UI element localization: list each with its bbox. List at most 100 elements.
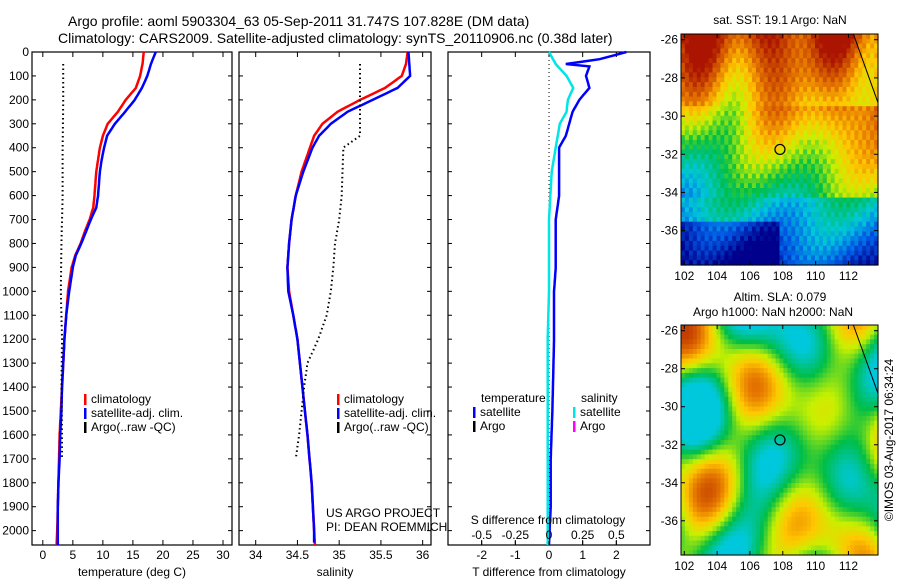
sst-map-cell <box>724 154 729 160</box>
sst-map-cell <box>818 159 824 165</box>
sla-map-cell <box>755 425 761 431</box>
sla-map-cell <box>728 396 733 403</box>
sst-map-cell <box>771 130 777 136</box>
sla-map-cell <box>740 406 745 412</box>
sla-map-cell <box>783 325 788 331</box>
sst-map-cell <box>736 231 741 237</box>
sst-map-cell <box>744 163 749 170</box>
sst-map-cell <box>755 67 761 74</box>
sst-map-cell <box>771 163 777 170</box>
sst-map-cell <box>826 231 832 237</box>
sla-map-cell <box>684 483 690 489</box>
sla-map-cell <box>736 377 741 384</box>
sst-map-cell <box>862 260 867 266</box>
sst-map-cell <box>696 173 702 179</box>
sla-map-cell <box>708 420 714 427</box>
sst-map-cell <box>826 149 832 155</box>
sst-map-cell <box>838 255 844 261</box>
sst-map-cell <box>858 192 863 199</box>
sla-map-cell <box>724 416 729 422</box>
sst-map-cell <box>783 159 788 165</box>
sst-map-cell <box>850 91 855 98</box>
sla-map-cell <box>795 521 800 527</box>
sla-map-cell <box>842 353 847 360</box>
sla-map-cell <box>767 468 773 475</box>
sla-map-cell <box>728 473 733 479</box>
sst-map-cell <box>866 62 871 69</box>
sst-map-cell <box>834 86 840 93</box>
sst-map-cell <box>704 240 710 247</box>
sst-map-cell <box>846 226 851 232</box>
sla-map-cell <box>751 526 757 532</box>
sla-map-cell <box>696 377 702 384</box>
sst-map-cell <box>775 82 781 88</box>
temperature-profile-ytick-label: 1200 <box>2 332 29 346</box>
sst-map-cell <box>787 221 792 228</box>
sla-map-cell <box>803 329 808 336</box>
sla-map-cell <box>744 339 749 345</box>
sst-map-cell <box>818 130 824 136</box>
sla-map-cell <box>799 339 804 345</box>
sla-map-cell <box>842 344 847 350</box>
sla-map-cell <box>716 511 721 518</box>
sst-map-cell <box>846 72 851 78</box>
sst-map-cell <box>771 125 777 131</box>
sst-map-cell <box>842 260 847 266</box>
sst-map-cell <box>728 72 733 78</box>
sst-map-cell <box>696 115 702 122</box>
sst-map-cell <box>724 106 729 112</box>
sst-map-cell <box>818 197 824 203</box>
sla-map-cell <box>826 492 832 499</box>
sst-map-cell <box>854 77 859 83</box>
sst-map-cell <box>779 192 784 199</box>
sla-map-cell <box>787 497 792 503</box>
sla-map-cell <box>744 425 749 431</box>
sla-map-cell <box>818 521 824 527</box>
sst-map-cell <box>838 183 844 189</box>
sst-map-cell <box>716 111 721 117</box>
sst-map-cell <box>744 207 749 213</box>
sst-map-cell <box>818 216 824 223</box>
sst-map-cell <box>775 43 781 49</box>
sla-map-cell <box>704 387 710 393</box>
sst-map-cell <box>779 96 784 102</box>
sst-map-cell <box>870 58 875 64</box>
sla-map-cell <box>822 430 828 436</box>
sla-map-cell <box>870 344 875 350</box>
sla-map-cell <box>791 344 796 350</box>
sla-map-cell <box>838 329 844 336</box>
sst-map-cell <box>799 149 804 155</box>
sla-map-cell <box>815 392 820 398</box>
sst-map-cell <box>704 173 710 179</box>
sla-map-cell <box>736 392 741 398</box>
sst-map-cell <box>874 221 879 228</box>
sst-map-cell <box>858 221 863 228</box>
sla-map-cell <box>684 377 690 384</box>
sst-map-cell <box>775 159 781 165</box>
sst-map-cell <box>799 144 804 151</box>
sla-map-cell <box>716 468 721 475</box>
sst-map-cell <box>799 250 804 256</box>
sst-map-cell <box>815 231 820 237</box>
sla-map-cell <box>704 435 710 441</box>
sla-map-cell <box>858 325 863 331</box>
sst-map-cell <box>740 212 745 218</box>
sla-map-cell <box>834 473 840 479</box>
sla-map-cell <box>807 535 812 542</box>
sla-map-cell <box>708 487 714 494</box>
sla-map-cell <box>791 464 796 470</box>
sst-map-cell <box>751 139 757 146</box>
sla-map-cell <box>775 483 781 489</box>
sst-map-cell <box>862 183 867 189</box>
sst-map-cell <box>826 34 832 40</box>
sst-map-cell <box>838 240 844 247</box>
sst-map-cell <box>783 125 788 131</box>
sla-map-cell <box>838 377 844 384</box>
sla-map-cell <box>787 325 792 331</box>
sla-map-cell <box>732 329 737 336</box>
sst-map-cell <box>830 86 836 93</box>
sst-map-cell <box>688 106 694 112</box>
sla-map-cell <box>748 540 753 546</box>
sla-map-cell <box>716 483 721 489</box>
sla-map-cell <box>744 521 749 527</box>
